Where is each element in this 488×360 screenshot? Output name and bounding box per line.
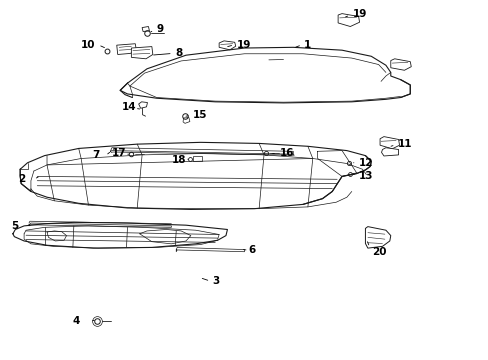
Text: 11: 11 [397, 139, 412, 149]
Polygon shape [142, 27, 149, 32]
Text: 17: 17 [112, 148, 126, 158]
Text: 8: 8 [175, 48, 182, 58]
Text: 14: 14 [122, 102, 136, 112]
Polygon shape [139, 102, 147, 108]
Text: 16: 16 [279, 148, 293, 158]
Polygon shape [219, 41, 235, 50]
Text: 4: 4 [72, 316, 80, 325]
Polygon shape [337, 14, 359, 27]
Text: 7: 7 [92, 150, 100, 160]
Text: 15: 15 [193, 110, 207, 120]
Text: 19: 19 [236, 40, 250, 50]
Polygon shape [117, 44, 136, 54]
Text: 5: 5 [11, 221, 19, 231]
Polygon shape [192, 156, 202, 161]
Polygon shape [379, 136, 399, 149]
Text: 3: 3 [212, 276, 220, 286]
Polygon shape [381, 148, 398, 156]
Polygon shape [365, 226, 390, 248]
Polygon shape [390, 59, 410, 70]
Text: 9: 9 [157, 24, 163, 35]
Text: 20: 20 [371, 247, 386, 257]
Polygon shape [183, 118, 189, 123]
Text: 1: 1 [304, 40, 310, 50]
Text: 2: 2 [18, 174, 25, 184]
Text: 13: 13 [358, 171, 373, 181]
Polygon shape [131, 46, 153, 59]
Text: 6: 6 [248, 245, 255, 255]
Text: 12: 12 [358, 158, 373, 168]
Text: 18: 18 [171, 155, 185, 165]
Text: 19: 19 [352, 9, 366, 19]
Text: 10: 10 [81, 40, 96, 50]
